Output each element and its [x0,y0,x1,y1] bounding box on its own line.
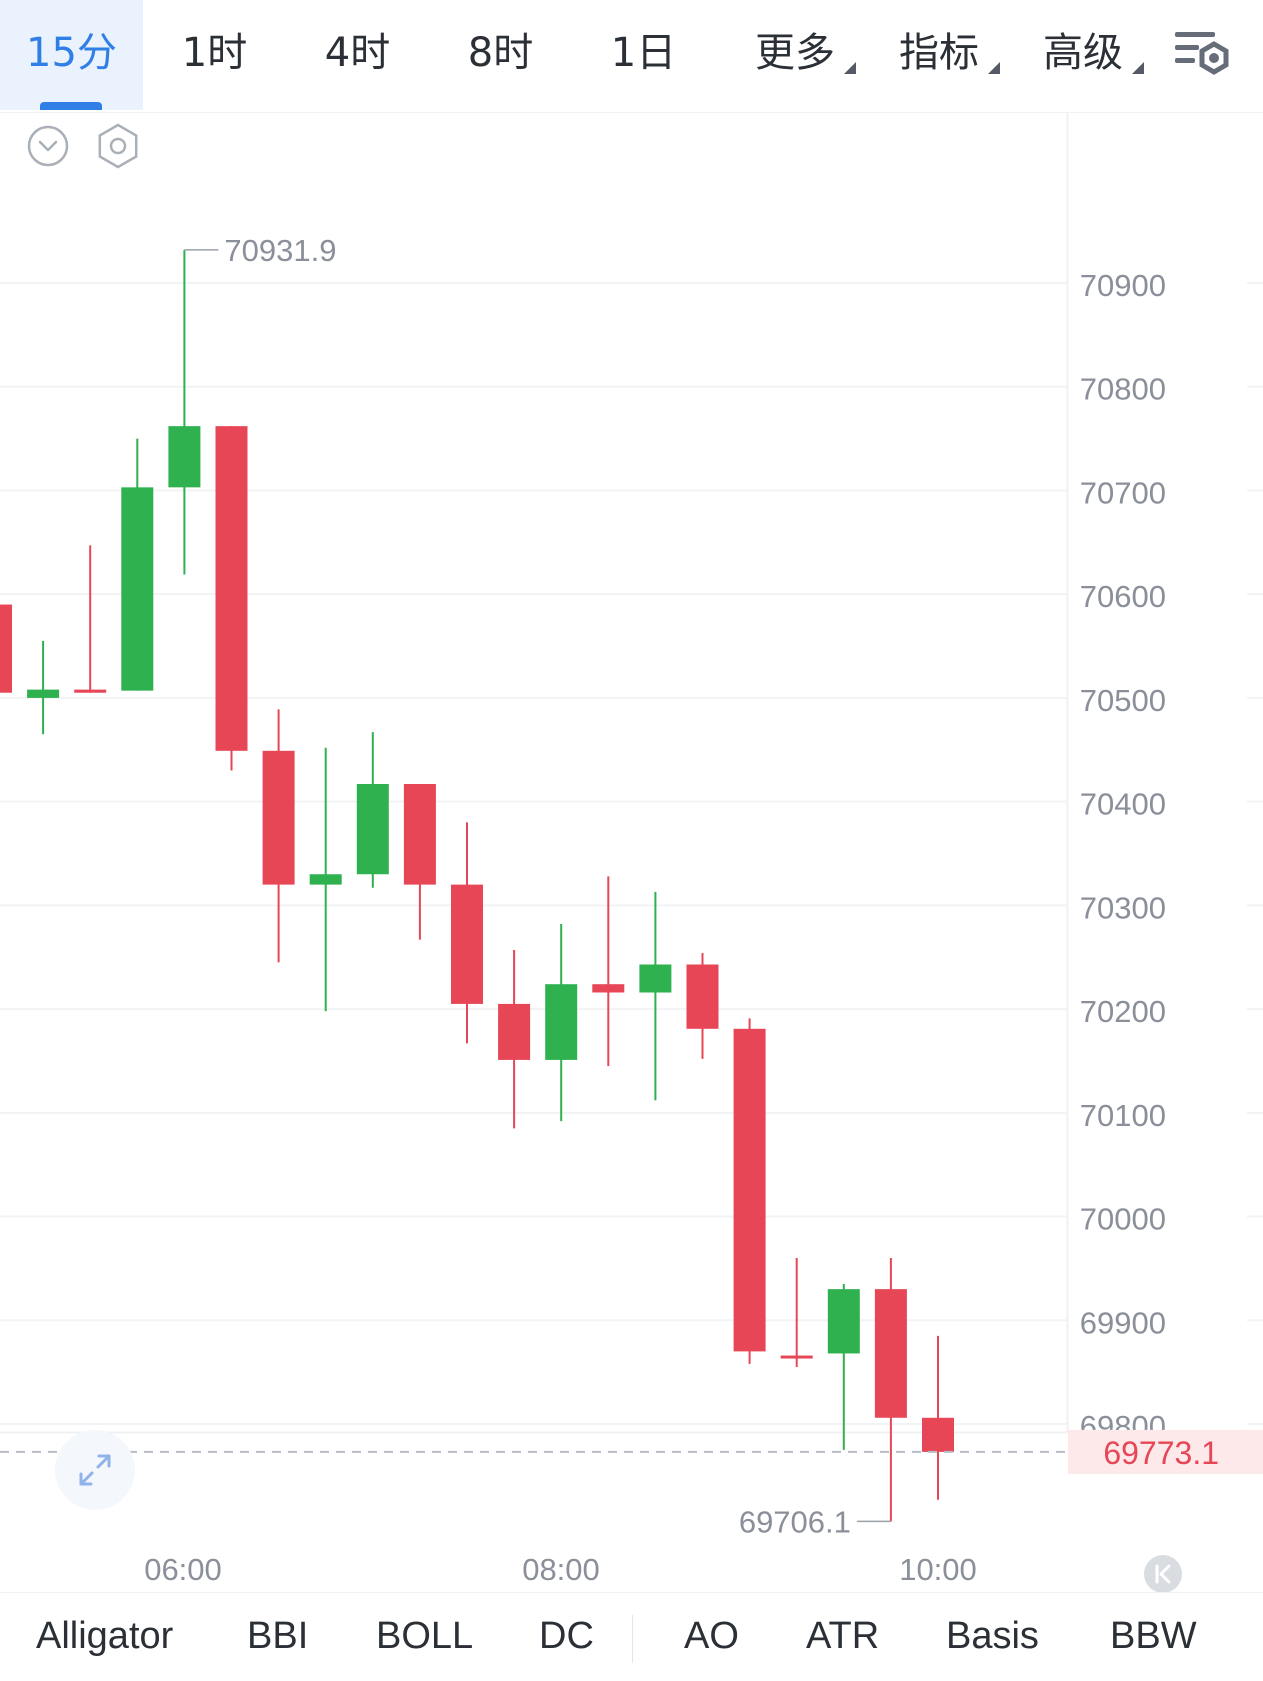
indicator-bbi[interactable]: BBI [247,1593,308,1681]
candle-down[interactable] [403,784,436,885]
tab-indicators[interactable]: 指标 [874,0,1004,110]
dropdown-caret-icon [844,62,856,74]
indicator-label: ATR [806,1615,880,1657]
tab-more[interactable]: 更多 [730,0,860,110]
max-price-label: 70931.9 [224,233,336,268]
tab-15m[interactable]: 15分 [0,0,143,110]
tab-label: 15分 [26,30,117,76]
indicator-atr[interactable]: ATR [806,1593,879,1681]
candle-down[interactable] [74,689,107,693]
indicator-label: BBW [1110,1615,1197,1657]
tab-advanced[interactable]: 高级 [1018,0,1148,110]
tab-label: 1时 [181,30,248,76]
indicator-label: DC [539,1615,594,1657]
back-arrow-glyph [1155,1564,1171,1584]
last-price-label: 69773.1 [1103,1435,1219,1471]
candle-down[interactable] [733,1028,766,1352]
y-tick-label: 70000 [1080,1202,1166,1237]
y-tick-label: 70400 [1080,787,1166,822]
indicator-label: AO [684,1615,739,1657]
expand-button[interactable] [55,1430,135,1510]
indicator-label: Alligator [36,1615,174,1657]
tab-1h[interactable]: 1时 [143,0,286,110]
tab-label: 1日 [610,30,677,76]
chevron-down-icon [38,140,58,152]
candle-down[interactable] [262,750,295,885]
candle-up[interactable] [121,487,154,691]
indicator-alligator[interactable]: Alligator [36,1593,173,1681]
y-tick-label: 70600 [1080,579,1166,614]
candle-up[interactable] [545,984,578,1060]
indicator-bbw[interactable]: BBW [1110,1593,1197,1681]
min-price-label: 69706.1 [739,1504,851,1539]
tab-label: 4时 [324,30,391,76]
y-tick-label: 70900 [1080,268,1166,303]
x-tick-label: 10:00 [899,1552,977,1587]
last-price-badge [1068,1429,1263,1474]
collapse-circle-icon[interactable] [27,125,69,167]
candle-up[interactable] [639,964,672,993]
candle-down[interactable] [498,1003,531,1060]
y-tick-label: 70300 [1080,890,1166,925]
gear-center [109,137,127,155]
candle-down[interactable] [922,1417,954,1452]
y-tick-label: 70500 [1080,683,1166,718]
expand-arrows-icon [79,1454,111,1486]
y-tick-label: 70100 [1080,1098,1166,1133]
candle-up[interactable] [309,874,342,885]
y-tick-label: 70800 [1080,372,1166,407]
y-tick-label: 69900 [1080,1305,1166,1340]
indicator-boll[interactable]: BOLL [376,1593,473,1681]
chart-area[interactable]: 70900 70800 70700 70600 70500 70400 70300 70200… [0,112,1263,1593]
indicator-label: BOLL [376,1615,474,1657]
candle-down[interactable] [215,426,248,751]
chart-settings-icon[interactable] [1172,28,1234,80]
candle-down[interactable] [874,1289,907,1418]
candle-down[interactable] [780,1355,813,1359]
tab-label: 指标 [899,30,979,76]
indicator-label: Basis [946,1615,1039,1657]
indicator-label: BBI [247,1615,309,1657]
tab-label: 更多 [755,30,835,76]
candle-up[interactable] [168,426,201,488]
candle-down[interactable] [686,964,719,1029]
active-tab-indicator [40,102,102,110]
candle-down[interactable] [592,984,625,993]
tab-label: 高级 [1043,30,1123,76]
indicator-divider [632,1615,633,1663]
indicator-basis[interactable]: Basis [946,1593,1039,1681]
hexagon-gear-icon[interactable] [98,123,138,169]
indicator-ao[interactable]: AO [684,1593,739,1681]
dropdown-caret-icon [1132,62,1144,74]
tab-4h[interactable]: 4时 [286,0,429,110]
indicator-bar: Alligator BBI BOLL DC AO ATR Basis BBW [0,1592,1263,1681]
indicator-dc[interactable]: DC [539,1593,594,1681]
tab-8h[interactable]: 8时 [429,0,572,110]
y-tick-label: 70200 [1080,994,1166,1029]
tab-label: 8时 [467,30,534,76]
x-tick-label: 06:00 [144,1552,222,1587]
candle-up[interactable] [827,1289,860,1354]
candle-down[interactable] [451,884,483,1004]
dropdown-caret-icon [988,62,1000,74]
candle-up[interactable] [27,689,60,698]
candle-up[interactable] [356,784,389,875]
tab-1d[interactable]: 1日 [572,0,715,110]
candle-down[interactable] [0,604,12,693]
y-tick-label: 70700 [1080,475,1166,510]
candlestick-chart[interactable]: 70900 70800 70700 70600 70500 70400 70300 70200… [0,112,1263,1593]
x-tick-label: 08:00 [522,1552,600,1587]
timeframe-bar: 15分 1时 4时 8时 1日 更多 指标 高级 [0,0,1263,113]
